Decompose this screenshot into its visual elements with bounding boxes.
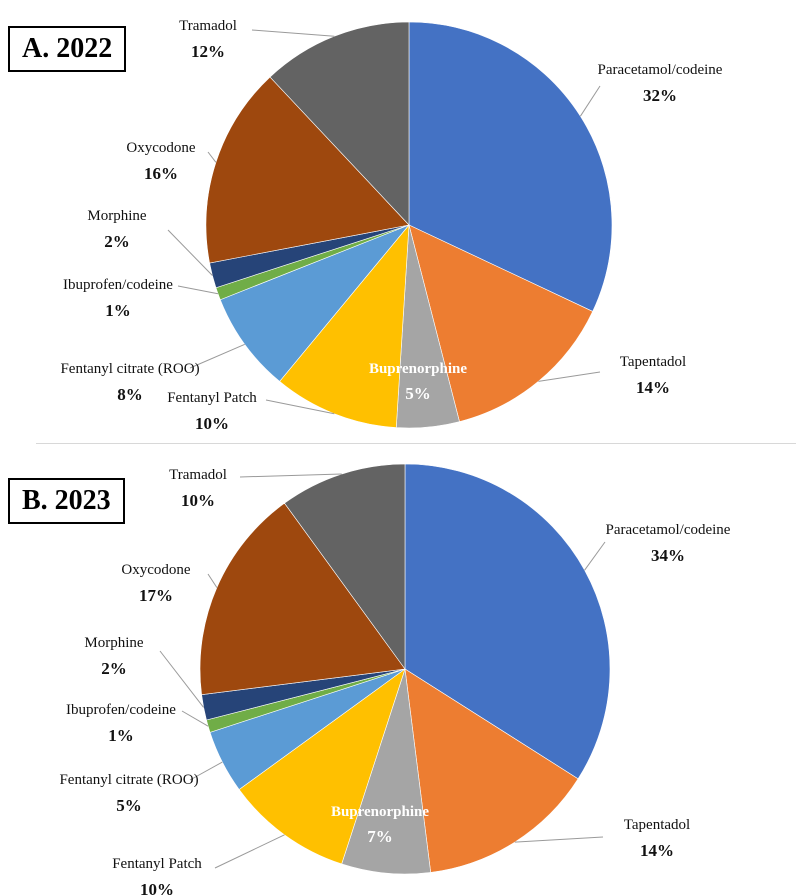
leader-line-fentanyl-citrate-roo — [189, 343, 245, 369]
slice-label-tapentadol: Tapentadol — [620, 354, 686, 370]
pie-slice-paracetamol-codeine — [404, 463, 611, 780]
leader-line-paracetamol-codeine — [579, 85, 601, 117]
slice-value-fentanyl-patch: 10% — [140, 880, 174, 896]
slice-value-paracetamol-codeine: 32% — [643, 86, 677, 105]
leader-line-fentanyl-citrate-roo — [189, 761, 223, 781]
panel-a-title: A. 2022 — [8, 26, 127, 72]
pie-slice-oxycodone — [205, 76, 410, 264]
slice-label-paracetamol-codeine: Paracetamol/codeine — [598, 62, 723, 78]
leader-line-paracetamol-codeine — [584, 541, 606, 571]
pie-labels: Paracetamol/codeine 32% Tapentadol 14% Bupre… — [60, 18, 722, 433]
leader-line-fentanyl-patch — [214, 834, 285, 869]
slice-value-oxycodone: 16% — [144, 164, 178, 183]
slice-label-morphine: Morphine — [84, 635, 144, 651]
slice-label-tramadol: Tramadol — [169, 467, 227, 483]
pie-chart-2023: Paracetamol/codeine 34% Tapentadol 14% Bupre… — [59, 463, 731, 896]
panel-divider — [36, 443, 796, 444]
slice-value-tapentadol: 14% — [640, 841, 674, 860]
leader-line-fentanyl-patch — [265, 399, 335, 415]
slice-label-ibuprofen-codeine: Ibuprofen/codeine — [63, 277, 173, 293]
slice-value-ibuprofen-codeine: 1% — [105, 301, 131, 320]
pie-slice-paracetamol-codeine — [408, 21, 613, 312]
pie-slice-tramadol — [269, 21, 410, 226]
pie-slice-tapentadol — [408, 224, 594, 422]
leader-line-morphine — [159, 650, 204, 708]
leader-line-ibuprofen-codeine — [177, 285, 219, 295]
slice-label-paracetamol-codeine: Paracetamol/codeine — [606, 522, 731, 538]
slice-value-fentanyl-citrate-roo: 8% — [117, 385, 143, 404]
slice-value-tapentadol: 14% — [636, 378, 670, 397]
pie-chart-2022: Paracetamol/codeine 32% Tapentadol 14% Bupre… — [60, 18, 722, 433]
slice-label-morphine: Morphine — [87, 208, 147, 224]
pie-slice-fentanyl-citrate-roo — [219, 224, 410, 382]
pie-slices — [205, 21, 613, 429]
slice-label-tramadol: Tramadol — [179, 18, 237, 34]
slice-value-morphine: 2% — [104, 232, 130, 251]
slice-value-morphine: 2% — [101, 659, 127, 678]
slice-value-paracetamol-codeine: 34% — [651, 546, 685, 565]
panel-b-title: B. 2023 — [8, 478, 125, 524]
slice-value-tramadol: 10% — [181, 491, 215, 510]
pie-slices — [199, 463, 611, 875]
pie-slice-oxycodone — [199, 502, 406, 696]
slice-label-ibuprofen-codeine: Ibuprofen/codeine — [66, 702, 176, 718]
slice-value-oxycodone: 17% — [139, 586, 173, 605]
slice-value-fentanyl-citrate-roo: 5% — [116, 796, 142, 815]
slice-value-tramadol: 12% — [191, 42, 225, 61]
pie-labels: Paracetamol/codeine 34% Tapentadol 14% Bupre… — [59, 467, 730, 896]
leader-line-ibuprofen-codeine — [181, 710, 209, 727]
slice-label-fentanyl-patch: Fentanyl Patch — [112, 856, 202, 872]
leader-line-tapentadol — [514, 836, 604, 843]
slice-value-ibuprofen-codeine: 1% — [108, 726, 134, 745]
slice-label-oxycodone: Oxycodone — [121, 562, 190, 578]
slice-label-fentanyl-citrate-roo: Fentanyl citrate (ROO) — [60, 361, 199, 377]
leader-line-tramadol — [251, 29, 335, 37]
leader-line-oxycodone — [207, 573, 218, 588]
leader-line-oxycodone — [207, 151, 217, 163]
slice-value-buprenorphine: 5% — [405, 384, 431, 403]
leader-line-tramadol — [239, 473, 342, 478]
slice-label-tapentadol: Tapentadol — [624, 817, 690, 833]
pie-slice-fentanyl-patch — [238, 668, 406, 865]
slice-value-fentanyl-patch: 10% — [195, 414, 229, 433]
slice-label-buprenorphine: Buprenorphine — [331, 804, 429, 820]
leader-line-tapentadol — [538, 371, 601, 382]
slice-label-oxycodone: Oxycodone — [126, 140, 195, 156]
slice-label-fentanyl-patch: Fentanyl Patch — [167, 390, 257, 406]
slice-label-fentanyl-citrate-roo: Fentanyl citrate (ROO) — [59, 772, 198, 788]
slice-label-buprenorphine: Buprenorphine — [369, 361, 467, 377]
slice-value-buprenorphine: 7% — [367, 827, 393, 846]
leader-line-morphine — [167, 229, 213, 276]
